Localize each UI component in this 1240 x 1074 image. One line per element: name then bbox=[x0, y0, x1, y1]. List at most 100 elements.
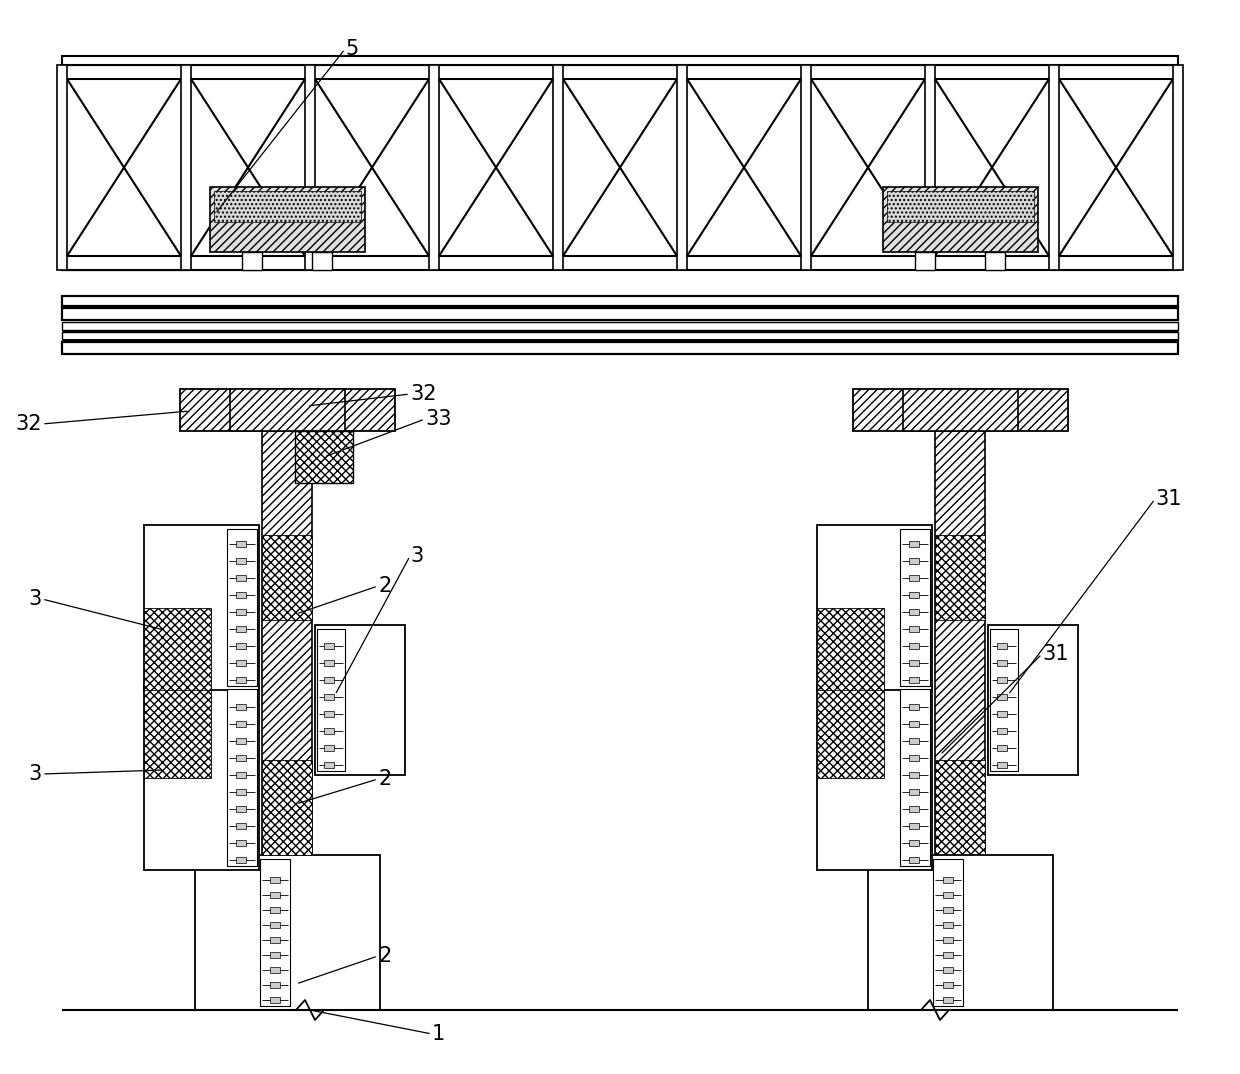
Bar bbox=[62, 322, 1178, 330]
Bar bbox=[915, 252, 935, 270]
Bar bbox=[997, 677, 1007, 683]
Text: 5: 5 bbox=[345, 39, 358, 59]
Bar bbox=[932, 859, 963, 1006]
Bar bbox=[210, 187, 365, 252]
Bar bbox=[236, 857, 246, 863]
Bar bbox=[817, 608, 884, 690]
Bar bbox=[62, 308, 1178, 320]
Text: 31: 31 bbox=[1154, 489, 1182, 509]
Bar bbox=[909, 772, 919, 778]
Bar bbox=[317, 629, 345, 771]
Bar bbox=[909, 755, 919, 761]
Bar bbox=[868, 855, 1053, 1010]
Bar bbox=[817, 525, 932, 690]
Bar bbox=[242, 252, 262, 270]
Bar bbox=[324, 745, 334, 751]
Bar bbox=[909, 840, 919, 846]
Bar bbox=[909, 857, 919, 863]
Text: 32: 32 bbox=[410, 384, 436, 404]
Text: 2: 2 bbox=[378, 576, 392, 596]
Bar bbox=[324, 643, 334, 649]
Bar bbox=[62, 342, 1178, 354]
Bar bbox=[236, 626, 246, 632]
Bar bbox=[942, 967, 954, 973]
Bar bbox=[909, 703, 919, 710]
Bar bbox=[942, 921, 954, 928]
Bar bbox=[801, 66, 811, 270]
Bar bbox=[997, 728, 1007, 734]
Bar bbox=[62, 66, 310, 270]
Bar bbox=[236, 738, 246, 744]
Bar bbox=[942, 908, 954, 913]
Bar bbox=[180, 389, 396, 431]
Bar bbox=[942, 982, 954, 988]
Bar bbox=[942, 892, 954, 898]
Bar bbox=[195, 855, 379, 1010]
Bar bbox=[887, 191, 1034, 222]
Bar bbox=[295, 431, 353, 483]
Bar bbox=[942, 952, 954, 958]
Text: 33: 33 bbox=[425, 409, 451, 429]
Bar bbox=[853, 389, 1068, 431]
Bar bbox=[935, 760, 985, 855]
Bar bbox=[236, 643, 246, 649]
Bar bbox=[236, 541, 246, 547]
Bar bbox=[909, 721, 919, 727]
Bar bbox=[270, 967, 280, 973]
Bar bbox=[553, 66, 563, 270]
Bar bbox=[270, 997, 280, 1003]
Bar bbox=[909, 609, 919, 615]
Bar bbox=[236, 721, 246, 727]
Bar bbox=[57, 66, 67, 270]
Bar bbox=[988, 625, 1078, 775]
Bar bbox=[900, 690, 930, 866]
Text: 3: 3 bbox=[410, 546, 423, 566]
Bar bbox=[909, 541, 919, 547]
Bar bbox=[997, 711, 1007, 717]
Bar bbox=[997, 745, 1007, 751]
Bar bbox=[62, 332, 1178, 340]
Bar bbox=[270, 982, 280, 988]
Text: 2: 2 bbox=[378, 946, 392, 966]
Bar bbox=[260, 859, 290, 1006]
Bar bbox=[270, 921, 280, 928]
Bar bbox=[909, 558, 919, 564]
Bar bbox=[62, 66, 310, 270]
Bar bbox=[324, 711, 334, 717]
Bar bbox=[909, 626, 919, 632]
Bar bbox=[270, 952, 280, 958]
Bar bbox=[236, 823, 246, 829]
Bar bbox=[236, 558, 246, 564]
Bar bbox=[144, 608, 211, 690]
Bar bbox=[236, 703, 246, 710]
Text: 3: 3 bbox=[29, 764, 42, 784]
Bar bbox=[144, 686, 211, 778]
Bar bbox=[817, 686, 884, 778]
Bar bbox=[270, 892, 280, 898]
Bar bbox=[262, 535, 312, 620]
Bar bbox=[236, 575, 246, 581]
Bar bbox=[324, 728, 334, 734]
Bar bbox=[942, 937, 954, 943]
Bar bbox=[909, 806, 919, 812]
Bar bbox=[227, 690, 257, 866]
Bar bbox=[324, 694, 334, 700]
Bar bbox=[1049, 66, 1059, 270]
Bar bbox=[997, 761, 1007, 768]
Bar bbox=[62, 66, 1178, 79]
Bar bbox=[909, 677, 919, 683]
Bar bbox=[909, 592, 919, 598]
Bar bbox=[62, 256, 1178, 270]
Bar bbox=[935, 431, 985, 1010]
Bar bbox=[997, 643, 1007, 649]
Bar bbox=[312, 252, 332, 270]
Bar bbox=[262, 760, 312, 855]
Bar bbox=[925, 66, 935, 270]
Bar bbox=[236, 592, 246, 598]
Bar bbox=[270, 877, 280, 883]
Bar bbox=[270, 937, 280, 943]
Bar bbox=[236, 677, 246, 683]
Bar bbox=[883, 187, 1038, 252]
Bar bbox=[909, 789, 919, 795]
Bar bbox=[942, 997, 954, 1003]
